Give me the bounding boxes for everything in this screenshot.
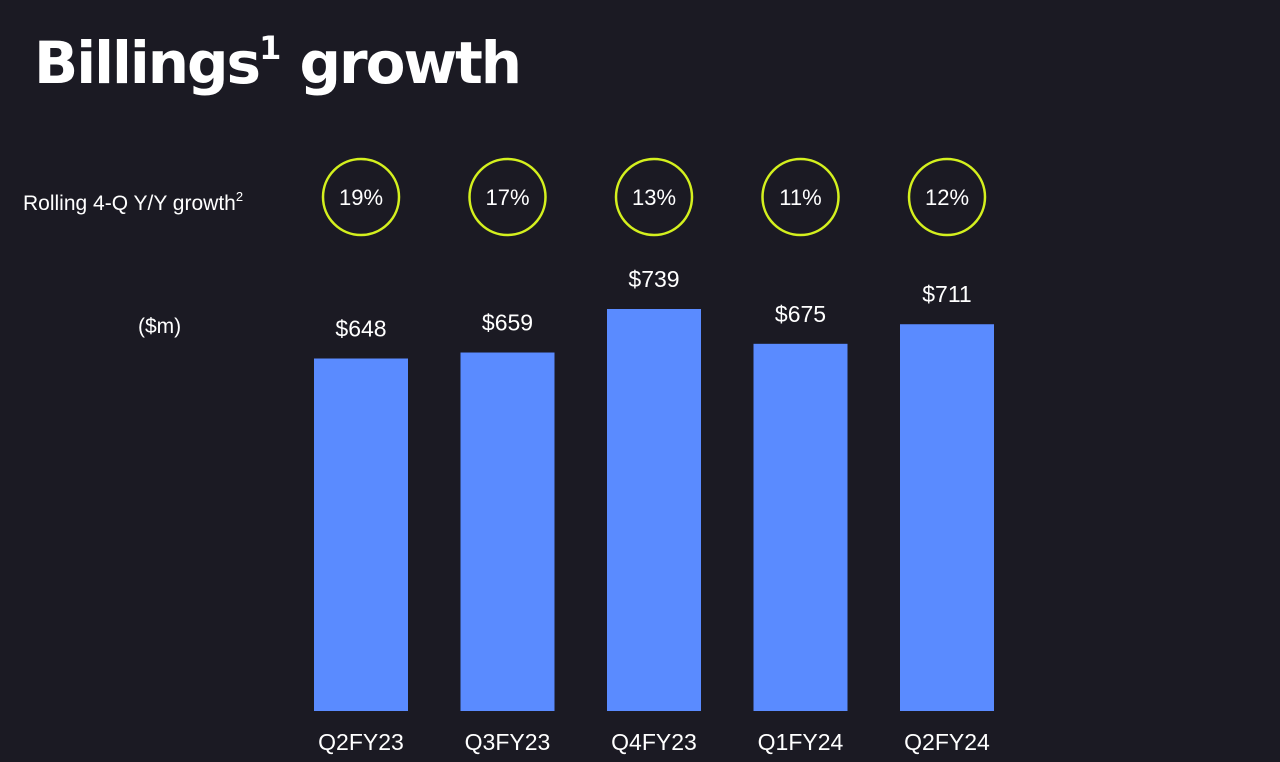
growth-label: 11% [779, 185, 821, 210]
value-label: $675 [775, 301, 826, 327]
bar [607, 309, 701, 711]
value-label: $659 [482, 310, 533, 336]
growth-label: 13% [632, 185, 676, 210]
x-tick-label: Q2FY23 [318, 729, 404, 755]
x-tick-label: Q4FY23 [611, 729, 697, 755]
billings-bar-chart: 19% $648 Q2FY23 17% $659 Q3FY23 13% $739 Q4FY23 1… [0, 0, 1280, 762]
x-tick-label: Q2FY24 [904, 729, 990, 755]
x-tick-label: Q3FY23 [465, 729, 551, 755]
x-tick-label: Q1FY24 [758, 729, 844, 755]
value-label: $711 [922, 281, 971, 307]
bar [314, 359, 408, 711]
value-label: $739 [628, 266, 679, 292]
value-label: $648 [335, 316, 386, 342]
growth-label: 12% [925, 185, 969, 210]
bar [461, 353, 555, 711]
growth-label: 17% [485, 185, 529, 210]
bar [900, 324, 994, 711]
growth-label: 19% [339, 185, 383, 210]
bar [754, 344, 848, 711]
